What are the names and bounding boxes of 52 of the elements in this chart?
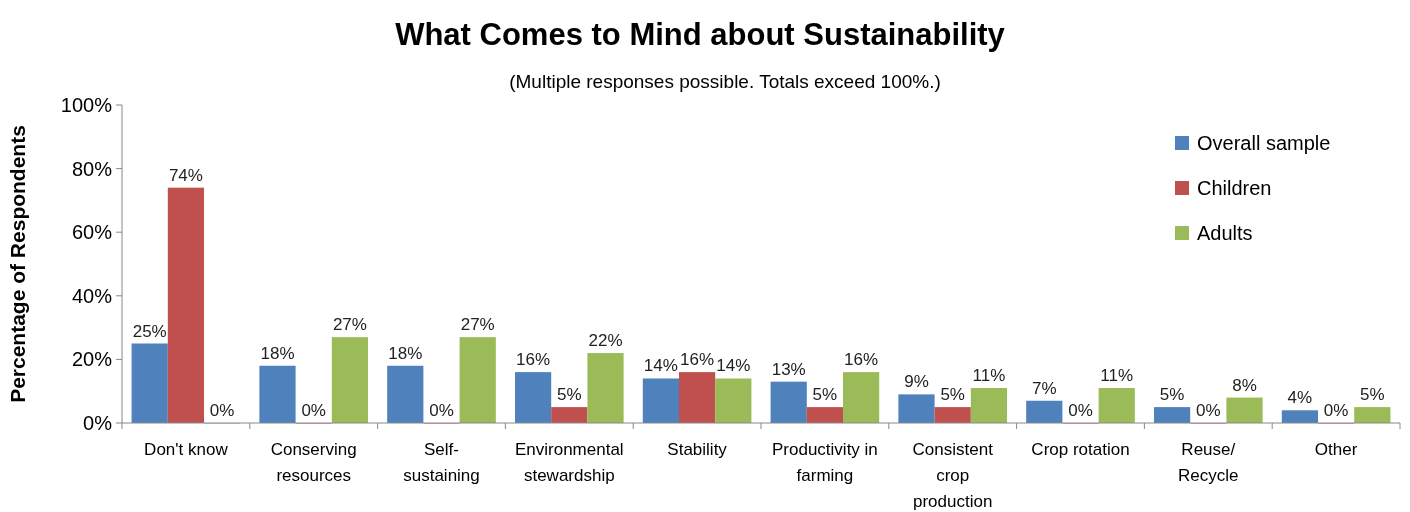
legend-label: Children <box>1197 177 1272 199</box>
data-label: 14% <box>643 356 678 376</box>
data-label: 0% <box>209 401 235 420</box>
data-label: 14% <box>716 356 751 376</box>
data-label: 5% <box>1360 385 1385 405</box>
data-label: 22% <box>588 331 623 351</box>
x-tick-label: Environmental stewardship <box>514 440 624 485</box>
chart-title: What Comes to Mind about Sustainability <box>395 17 1006 52</box>
x-tick-label: Crop rotation <box>1031 440 1130 459</box>
chart-subtitle: (Multiple responses possible. Totals exceed 100%.) <box>509 71 941 92</box>
data-label: 18% <box>388 343 423 363</box>
data-label: 74% <box>168 165 203 185</box>
legend-label: Adults <box>1197 222 1253 244</box>
data-label: 5% <box>812 385 838 405</box>
data-label: 9% <box>904 372 929 392</box>
y-tick-label: 40% <box>71 284 113 307</box>
data-label: 5% <box>1159 385 1185 405</box>
data-label: 0% <box>301 401 326 420</box>
x-tick-label: Productivity in farming <box>771 440 878 485</box>
x-tick-label: Other <box>1314 440 1358 459</box>
data-label: 4% <box>1287 388 1313 408</box>
data-label: 18% <box>260 343 295 363</box>
data-label: 25% <box>132 321 167 341</box>
data-label: 16% <box>844 350 879 370</box>
y-axis-title: Percentage of Respondents <box>6 125 29 403</box>
legend-label: Overall sample <box>1197 132 1331 154</box>
data-label: 5% <box>940 385 965 405</box>
y-tick-label: 20% <box>71 348 113 371</box>
y-tick-label: 100% <box>60 94 113 116</box>
data-label: 11% <box>1100 366 1134 386</box>
data-label: 16% <box>680 350 715 370</box>
data-label: 27% <box>460 315 495 335</box>
x-tick-label: Don't know <box>144 440 229 459</box>
data-label: 0% <box>1068 401 1093 420</box>
x-tick-label: Stability <box>667 440 728 459</box>
data-label: 0% <box>1323 401 1349 420</box>
data-label: 7% <box>1032 378 1057 398</box>
x-tick-label: Conserving resources <box>270 440 357 485</box>
x-tick-label: Self-sustaining <box>403 440 480 485</box>
data-label: 27% <box>332 315 367 335</box>
data-label: 5% <box>557 385 582 405</box>
y-tick-label: 0% <box>83 412 113 434</box>
y-tick-label: 80% <box>71 157 113 180</box>
x-tick-label: Consistent crop production <box>912 440 994 511</box>
x-tick-label: Reuse/Recycle <box>1178 440 1239 485</box>
data-label: 0% <box>429 401 454 420</box>
data-label: 13% <box>771 359 806 379</box>
data-label: 11% <box>972 366 1006 386</box>
data-label: 16% <box>516 350 551 370</box>
data-label: 0% <box>1196 401 1221 420</box>
data-label: 8% <box>1232 375 1257 395</box>
y-tick-label: 60% <box>71 221 113 244</box>
